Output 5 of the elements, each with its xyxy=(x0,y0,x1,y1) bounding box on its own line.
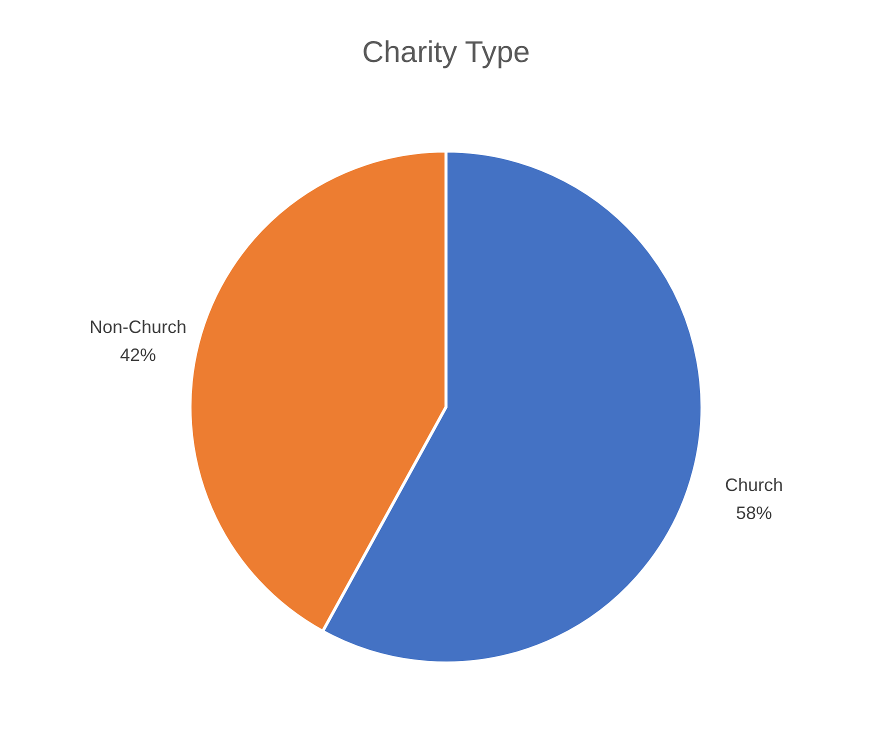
slice-label: Church xyxy=(724,475,784,496)
chart-title: Charity Type xyxy=(362,36,530,69)
data-label: 58% xyxy=(736,503,772,524)
slice-label: Non-Church xyxy=(89,316,187,337)
data-label: 42% xyxy=(120,344,156,365)
